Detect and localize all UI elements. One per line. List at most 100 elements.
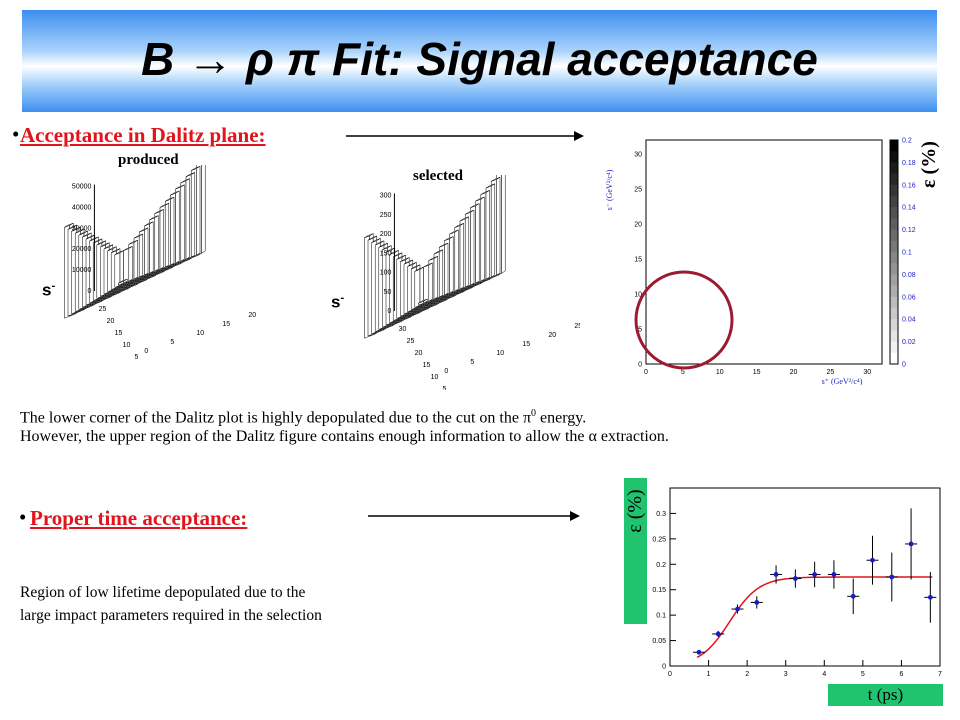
chart-ylabel: ε (%) [624,489,646,533]
axis-tick-label: 5 [442,386,446,390]
y-tick-label: 0.3 [656,511,666,518]
lego-bar-side [496,176,501,276]
y-tick-label: 25 [634,187,642,194]
z-tick-label: 10000 [72,267,92,274]
x-tick-label: 0 [644,369,648,376]
lego-bar-side [138,233,144,278]
lego-bar-side [123,248,130,284]
scale-tick-label: 0.06 [902,294,916,301]
y-tick-label: 0.05 [652,638,666,645]
lego-bar-top [439,242,449,248]
title-banner [22,10,937,112]
lego-bar-top [375,240,385,246]
dalitz-text-line-1: The lower corner of the Dalitz plot is h… [20,408,587,427]
axis-tick-label: 10 [431,374,439,381]
lego-bar-top [128,239,138,245]
lego-bar-side [454,229,459,292]
lego-bar-top [423,262,433,268]
data-point [870,557,875,563]
axis-tick-label: 15 [522,341,530,348]
lego-bar-top [418,298,428,304]
lego-bar-top [64,222,74,228]
lego-bar-top [444,236,454,241]
scale-cell [890,207,898,219]
lego-bar-top [480,190,490,195]
scale-tick-label: 0.08 [902,272,916,279]
scale-cell [890,162,898,175]
lego-bar-side [464,216,470,288]
lego-bar-side [133,239,138,280]
axis-tick-label: 20 [548,332,556,339]
y-tick-label: 0.25 [652,536,666,543]
scale-tick-label: 0.1 [902,250,912,257]
lego-bar-side [459,222,464,290]
lego-bar-top [123,246,133,251]
axis-tick-label: 20 [415,350,423,357]
lego-bar-side [433,255,438,300]
dalitz-acceptance-map: 0 0.02 0.04 0.06 0.08 0.1 0.12 0.14 0.16 0.18 0.2 0… [605,138,916,386]
lego-bar-top [165,196,175,202]
dalitz-text-line-2: However, the upper region of the Dalitz … [20,428,669,445]
slide-title: B → ρ π Fit: Signal acceptance [141,33,818,85]
scale-tick-label: 0.12 [902,227,916,234]
proper-time-text-line-1: Region of low lifetime depopulated due t… [20,584,306,601]
chart-xlabel: t (ps) [828,684,943,706]
lego-bar-top [67,224,77,230]
lego-bar-side [144,227,149,276]
x-tick-label: 1 [707,671,711,678]
lego-bar-top [154,209,164,214]
lego-bar-top [139,227,149,233]
lego-bar-side [419,266,424,306]
lego-bar-top [175,184,185,190]
scale-cell [890,140,898,152]
lego-bar-side [190,172,196,258]
lego-bar-top [85,234,95,240]
x-tick-label: 5 [861,671,865,678]
lego-bar-side [154,215,159,272]
scale-tick-label: 0 [902,362,906,369]
axis-tick-label: 15 [115,330,123,337]
map-frame [645,139,883,365]
z-tick-label: 100 [380,270,392,277]
lego-bar-top [470,203,480,208]
bullet: • [12,122,20,146]
x-tick-label: 20 [790,369,798,376]
bullet: • [19,505,27,529]
lego-bar-top [407,262,417,267]
plot-frame [669,487,941,667]
z-tick-label: 0 [387,308,391,315]
scale-cell [890,352,898,365]
z-tick-label: 200 [380,231,392,238]
data-point [792,576,798,581]
y-tick-label: 20 [634,222,642,229]
scale-cell [890,173,898,186]
fit-curve [696,576,933,659]
arrow-right-icon [346,131,584,141]
data-point [812,572,818,577]
s-minus-label-produced: s- [42,280,56,300]
scale-cell [890,341,898,354]
lego-bar-top [185,172,195,177]
axis-tick-label: 25 [99,306,107,313]
scale-cell [890,308,898,320]
lego-bar-top [485,183,495,189]
y-tick-label: 30 [634,152,642,159]
x-tick-label: 0 [668,671,672,678]
lego-bar-top [75,228,85,234]
y-tick-label: 0.2 [656,562,666,569]
axis-tick-label: 10 [123,342,131,349]
lego-bar-top [144,221,154,227]
scale-cell [890,330,898,343]
arrow-right-icon [368,511,580,521]
lego-bar-top [382,245,392,250]
scale-tick-label: 0.18 [902,160,916,167]
data-point [754,600,760,605]
lego-bar-top [367,235,377,241]
scale-tick-label: 0.16 [902,182,916,189]
axis-tick-label: 0 [144,348,148,355]
proper-time-chart: 0 0.05 0.1 0.15 0.2 0.25 0.3 0 1 2 3 4 5 6 7 [652,487,942,678]
axis-tick-label: 25 [574,323,580,330]
data-point [735,606,740,612]
y-tick-label: 0 [638,362,642,369]
scale-frame [889,139,899,365]
